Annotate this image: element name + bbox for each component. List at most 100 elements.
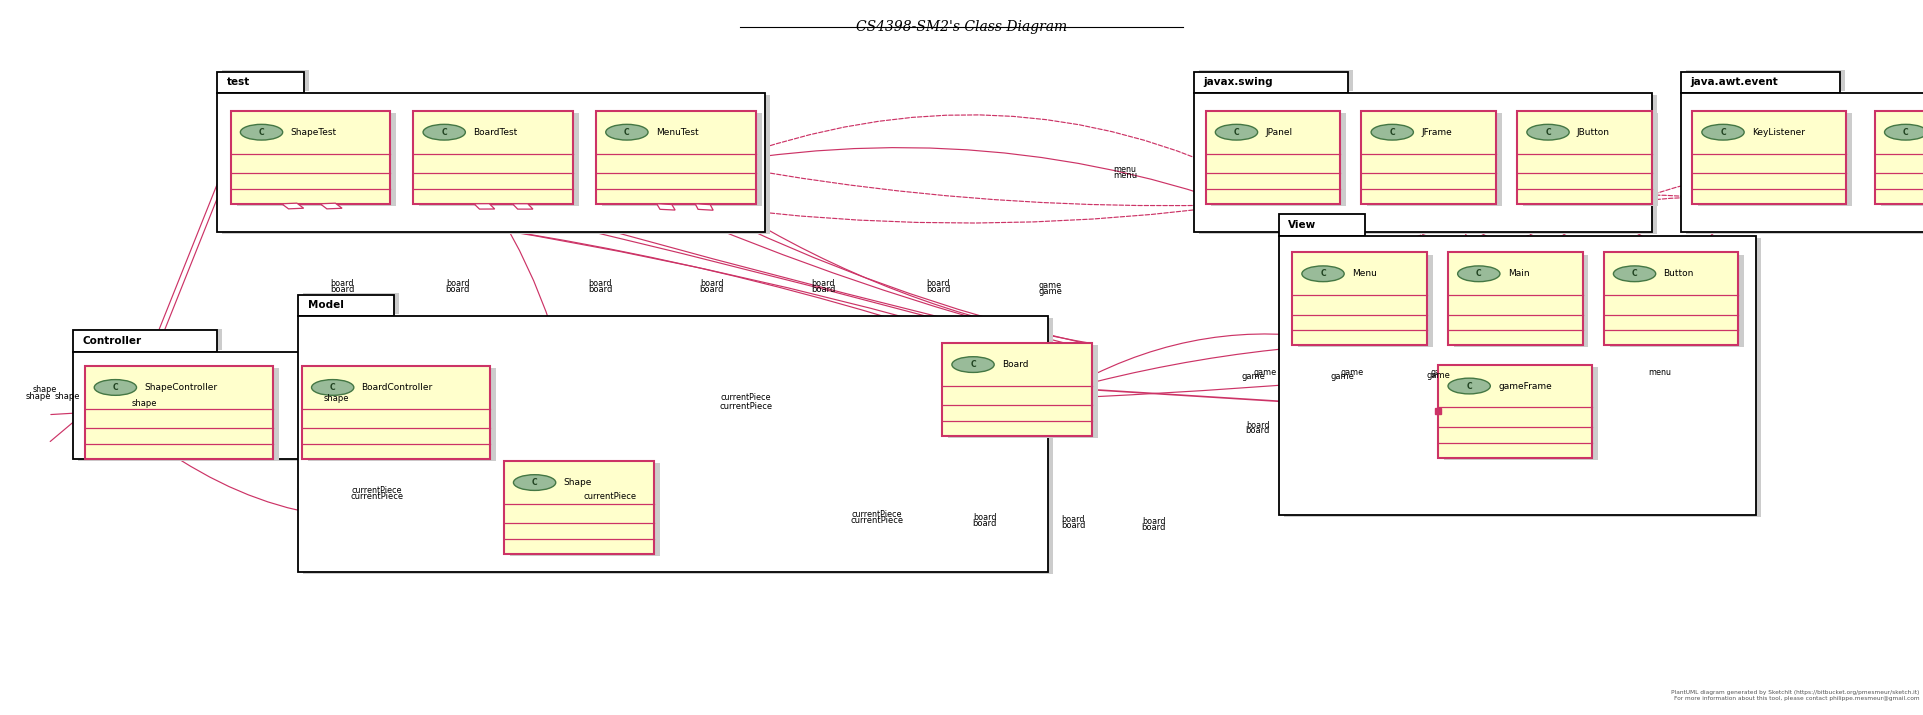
Text: C: C: [1477, 270, 1481, 278]
FancyBboxPatch shape: [1692, 111, 1846, 204]
Text: currentPiece: currentPiece: [852, 510, 902, 519]
Text: menu: menu: [1113, 171, 1136, 179]
Text: ShapeTest: ShapeTest: [290, 128, 337, 137]
Text: board: board: [1246, 426, 1269, 435]
Text: board: board: [1061, 521, 1085, 530]
Text: board: board: [331, 285, 354, 294]
Text: BoardController: BoardController: [362, 383, 433, 392]
Text: currentPiece: currentPiece: [350, 493, 404, 501]
Circle shape: [1885, 124, 1923, 140]
FancyBboxPatch shape: [1610, 255, 1744, 347]
FancyBboxPatch shape: [217, 93, 765, 232]
Circle shape: [606, 124, 648, 140]
Text: C: C: [1546, 128, 1550, 137]
Circle shape: [1371, 124, 1413, 140]
FancyBboxPatch shape: [85, 366, 273, 459]
FancyBboxPatch shape: [1298, 255, 1433, 347]
FancyBboxPatch shape: [1285, 237, 1761, 516]
Text: JPanel: JPanel: [1265, 128, 1292, 137]
FancyBboxPatch shape: [942, 343, 1092, 436]
Text: shape: shape: [331, 386, 354, 395]
Text: shape: shape: [323, 395, 350, 403]
Text: C: C: [1467, 382, 1471, 390]
Text: View: View: [1288, 220, 1317, 230]
Polygon shape: [513, 204, 533, 209]
Text: C: C: [1321, 270, 1325, 278]
Text: board: board: [812, 279, 835, 288]
FancyBboxPatch shape: [504, 461, 654, 554]
Text: board: board: [973, 519, 996, 528]
Text: game: game: [1431, 368, 1454, 378]
Text: currentPiece: currentPiece: [850, 516, 904, 525]
Text: shape: shape: [54, 393, 81, 401]
Text: C: C: [331, 383, 335, 392]
FancyBboxPatch shape: [1881, 113, 1923, 206]
Text: game: game: [1038, 287, 1061, 296]
Polygon shape: [696, 204, 713, 210]
FancyBboxPatch shape: [302, 366, 490, 459]
FancyBboxPatch shape: [1367, 113, 1502, 206]
FancyBboxPatch shape: [223, 69, 310, 92]
FancyBboxPatch shape: [413, 111, 573, 204]
FancyBboxPatch shape: [1200, 69, 1354, 92]
FancyBboxPatch shape: [1454, 255, 1588, 347]
Text: currentPiece: currentPiece: [352, 486, 402, 495]
FancyBboxPatch shape: [1685, 94, 1923, 234]
Text: Board: Board: [1002, 360, 1029, 369]
Text: BoardTest: BoardTest: [473, 128, 517, 137]
Text: C: C: [1390, 128, 1394, 137]
Text: ShapeController: ShapeController: [144, 383, 217, 392]
FancyBboxPatch shape: [1285, 213, 1371, 235]
Text: JButton: JButton: [1577, 128, 1610, 137]
Text: currentPiece: currentPiece: [585, 486, 635, 495]
Text: board: board: [927, 285, 950, 294]
FancyBboxPatch shape: [73, 352, 492, 459]
Polygon shape: [283, 203, 304, 209]
Text: C: C: [1633, 270, 1636, 278]
FancyBboxPatch shape: [304, 293, 400, 315]
FancyBboxPatch shape: [1875, 111, 1923, 204]
FancyBboxPatch shape: [1211, 113, 1346, 206]
FancyBboxPatch shape: [90, 368, 279, 461]
Text: shape: shape: [33, 385, 56, 394]
Text: Controller: Controller: [83, 336, 142, 346]
Text: game: game: [1331, 373, 1354, 381]
Text: C: C: [533, 478, 537, 487]
Text: board: board: [812, 285, 835, 294]
Text: shape: shape: [133, 393, 156, 403]
Text: JFrame: JFrame: [1421, 128, 1452, 137]
Text: C: C: [625, 128, 629, 137]
Text: MenuTest: MenuTest: [656, 128, 698, 137]
FancyBboxPatch shape: [304, 317, 1054, 573]
Text: PlantUML diagram generated by SketchIt (https://bitbucket.org/pmesmeur/sketch.it: PlantUML diagram generated by SketchIt (…: [1671, 690, 1919, 701]
Text: C: C: [1721, 128, 1725, 137]
Text: board: board: [446, 285, 469, 294]
Text: test: test: [227, 77, 250, 87]
FancyBboxPatch shape: [510, 463, 660, 556]
Text: C: C: [442, 128, 446, 137]
FancyBboxPatch shape: [596, 111, 756, 204]
Text: game: game: [1427, 371, 1450, 380]
Text: board: board: [588, 279, 612, 288]
FancyBboxPatch shape: [298, 316, 1048, 572]
Circle shape: [1215, 124, 1258, 140]
FancyBboxPatch shape: [1438, 365, 1592, 458]
Text: board: board: [1061, 515, 1085, 524]
Text: shape: shape: [131, 400, 158, 408]
Text: shape: shape: [25, 393, 52, 401]
FancyBboxPatch shape: [948, 345, 1098, 438]
Circle shape: [423, 124, 465, 140]
FancyBboxPatch shape: [231, 111, 390, 204]
Text: board: board: [927, 279, 950, 288]
Text: board: board: [588, 285, 612, 294]
Circle shape: [1448, 378, 1490, 394]
FancyBboxPatch shape: [1361, 111, 1496, 204]
FancyBboxPatch shape: [308, 368, 496, 461]
Text: menu: menu: [1113, 165, 1136, 174]
Text: C: C: [1235, 128, 1238, 137]
FancyBboxPatch shape: [1517, 111, 1652, 204]
Text: Main: Main: [1508, 270, 1529, 278]
Text: board: board: [331, 279, 354, 288]
FancyBboxPatch shape: [79, 329, 223, 350]
Text: C: C: [113, 383, 117, 392]
